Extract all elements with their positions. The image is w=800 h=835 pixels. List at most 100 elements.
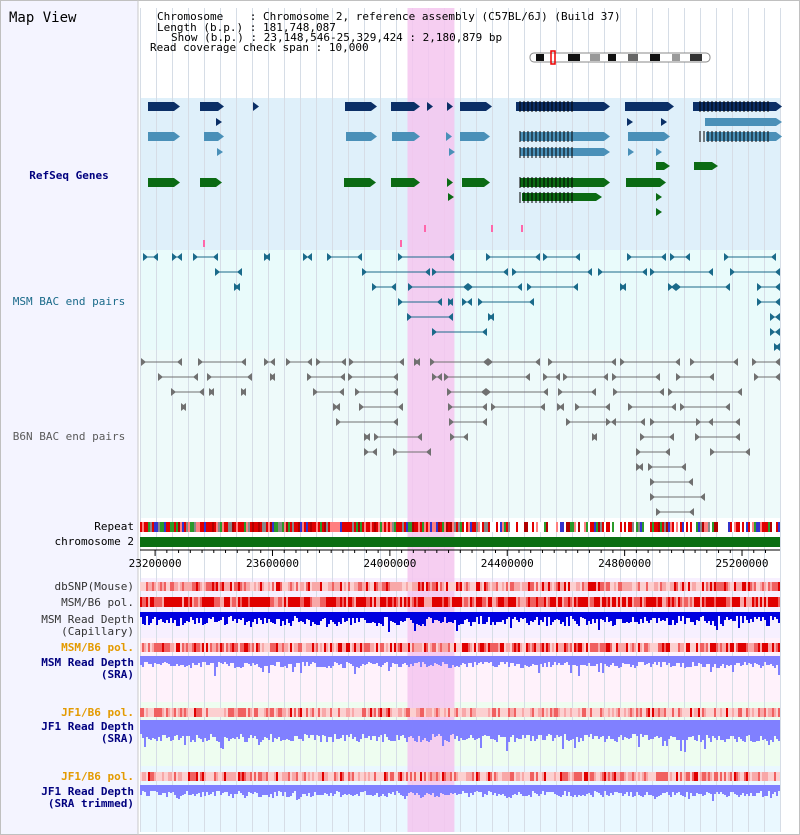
dbsnp-cell bbox=[740, 582, 742, 591]
jf1-b6-pol-cell bbox=[510, 708, 512, 717]
repeat-segment bbox=[604, 522, 606, 532]
dbsnp-cell bbox=[550, 582, 552, 591]
msm-sra-depth-bar bbox=[504, 656, 506, 664]
jf1-b6-pol-cell bbox=[408, 708, 410, 717]
msm-sra-depth-bar bbox=[720, 656, 722, 666]
jf1-b6-pol-trimmed-cell bbox=[406, 772, 408, 781]
jf1-b6-pol-trimmed-cell bbox=[334, 772, 336, 781]
jf1-trimmed-depth-bar bbox=[392, 785, 394, 792]
msm-b6-pol-sra-cell bbox=[578, 643, 580, 652]
jf1-b6-pol-cell bbox=[304, 708, 306, 717]
msm-bac-pair-end-right bbox=[535, 253, 540, 261]
msm-b6-pol-sra-cell bbox=[314, 643, 316, 652]
jf1-trimmed-depth-bar bbox=[328, 785, 330, 796]
msm-b6-pol-sra-cell bbox=[306, 643, 308, 652]
jf1-b6-pol-trimmed-cell bbox=[594, 772, 596, 781]
msm-sra-depth-bar bbox=[760, 656, 762, 668]
msm-b6-pol-cell bbox=[650, 597, 652, 607]
jf1-b6-pol-trimmed-cell bbox=[742, 772, 744, 781]
jf1-b6-pol-trimmed-cell bbox=[592, 772, 594, 781]
jf1-trimmed-depth-bar bbox=[408, 785, 410, 793]
b6n-bac-pair-end-left bbox=[696, 418, 701, 426]
msm-sra-depth-bar bbox=[436, 656, 438, 664]
msm-b6-pol-sra-cell bbox=[354, 643, 356, 652]
jf1-b6-pol-cell bbox=[150, 708, 152, 717]
jf1-b6-pol-trimmed-cell bbox=[336, 772, 338, 781]
jf1-trimmed-depth-bar bbox=[678, 785, 680, 792]
dbsnp-cell bbox=[424, 582, 426, 591]
jf1-b6-pol-trimmed-cell bbox=[342, 772, 344, 781]
msm-b6-pol-sra-cell bbox=[558, 643, 560, 652]
msm-capillary-depth-bar bbox=[642, 612, 644, 623]
msm-b6-pol-cell bbox=[558, 597, 560, 607]
repeat-segment bbox=[410, 522, 412, 532]
jf1-trimmed-depth-bar bbox=[690, 785, 692, 793]
jf1-sra-depth-bar bbox=[428, 720, 430, 742]
jf1-trimmed-depth-bar bbox=[630, 785, 632, 792]
dbsnp-cell bbox=[692, 582, 694, 591]
msm-b6-pol-cell bbox=[640, 597, 642, 607]
msm-b6-pol-cell bbox=[306, 597, 308, 607]
gene-strand-arrow bbox=[604, 102, 610, 111]
axis-tick-label: 23600000 bbox=[245, 557, 299, 570]
dbsnp-cell bbox=[388, 582, 390, 591]
msm-b6-pol-cell bbox=[472, 597, 474, 607]
msm-b6-pol-cell bbox=[752, 597, 754, 607]
msm-b6-pol-sra-cell bbox=[480, 643, 482, 652]
msm-b6-pol-cell bbox=[324, 597, 326, 607]
msm-b6-pol-cell bbox=[530, 597, 532, 607]
jf1-trimmed-depth-bar bbox=[494, 785, 496, 793]
jf1-sra-depth-bar bbox=[728, 720, 730, 739]
jf1-sra-depth-bar bbox=[226, 720, 228, 738]
msm-capillary-depth-bar bbox=[536, 612, 538, 617]
jf1-b6-pol-trimmed-cell bbox=[722, 772, 724, 781]
jf1-b6-pol-cell bbox=[534, 708, 536, 717]
jf1-b6-pol-trimmed-cell bbox=[210, 772, 212, 781]
dbsnp-cell bbox=[582, 582, 584, 591]
msm-capillary-depth-bar bbox=[190, 612, 192, 617]
dbsnp-cell bbox=[356, 582, 358, 591]
jf1-trimmed-depth-bar bbox=[346, 785, 348, 795]
jf1-sra-depth-bar bbox=[168, 720, 170, 737]
msm-b6-pol-cell bbox=[480, 597, 482, 607]
msm-b6-pol-cell bbox=[656, 597, 658, 607]
msm-sra-depth-bar bbox=[678, 656, 680, 663]
msm-sra-depth-bar bbox=[766, 656, 768, 665]
dbsnp-cell bbox=[230, 582, 232, 591]
dbsnp-cell bbox=[778, 582, 780, 591]
msm-bac-pair-end-left bbox=[468, 283, 473, 291]
jf1-sra-depth-bar bbox=[438, 720, 440, 734]
repeat-segment bbox=[522, 522, 524, 532]
jf1-b6-pol-cell bbox=[680, 708, 682, 717]
b6n-bac-pair-end-right bbox=[709, 373, 714, 381]
jf1-b6-pol-cell bbox=[454, 708, 456, 717]
jf1-b6-pol-trimmed-cell bbox=[252, 772, 254, 781]
jf1-b6-pol-cell bbox=[430, 708, 432, 717]
jf1-trimmed-depth-bar bbox=[720, 785, 722, 792]
msm-b6-pol-cell bbox=[276, 597, 278, 607]
msm-capillary-depth-bar bbox=[416, 612, 418, 624]
repeat-segment bbox=[328, 522, 330, 532]
jf1-b6-pol-trimmed-cell bbox=[624, 772, 626, 781]
repeat-segment bbox=[320, 522, 322, 532]
repeat-segment bbox=[474, 522, 476, 532]
repeat-segment bbox=[444, 522, 446, 532]
jf1-trimmed-depth-bar bbox=[142, 785, 144, 791]
msm-capillary-depth-bar bbox=[680, 612, 682, 621]
jf1-b6-pol-cell bbox=[144, 708, 146, 717]
repeat-segment bbox=[442, 522, 444, 532]
jf1-b6-pol-trimmed-cell bbox=[730, 772, 732, 781]
jf1-trimmed-depth-bar bbox=[186, 785, 188, 791]
repeat-segment bbox=[770, 522, 772, 532]
jf1-trimmed-depth-bar bbox=[348, 785, 350, 794]
jf1-b6-pol-cell bbox=[750, 708, 752, 717]
jf1-trimmed-depth-bar bbox=[260, 785, 262, 797]
jf1-b6-pol-cell bbox=[190, 708, 192, 717]
repeat-segment bbox=[530, 522, 532, 532]
repeat-segment bbox=[596, 522, 598, 532]
msm-capillary-depth-bar bbox=[632, 612, 634, 617]
jf1-trimmed-depth-bar bbox=[450, 785, 452, 793]
msm-capillary-depth-bar bbox=[566, 612, 568, 617]
msm-b6-pol-sra-cell bbox=[312, 643, 314, 652]
